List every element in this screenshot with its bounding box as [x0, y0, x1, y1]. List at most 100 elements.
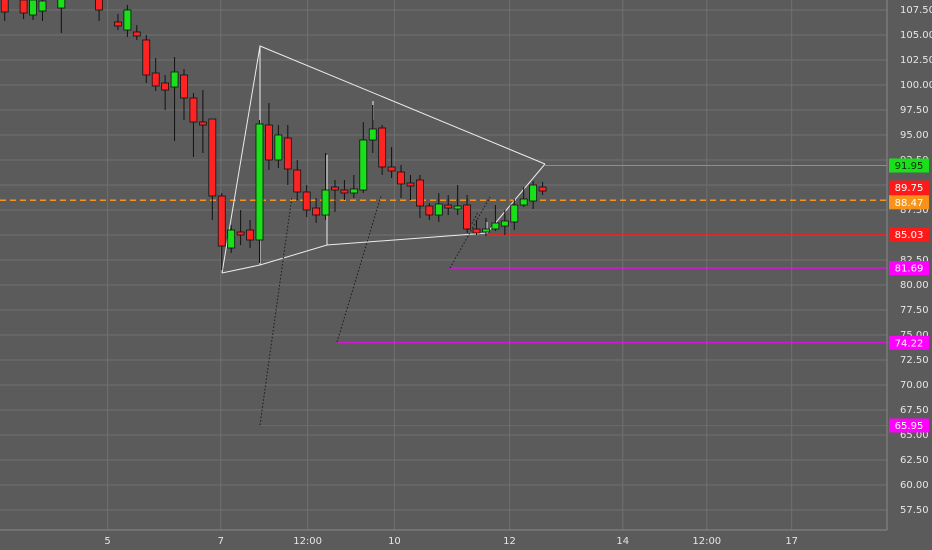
y-tick-label: 67.50 [900, 405, 929, 416]
candle-body [425, 205, 434, 216]
y-tick-label: 80.00 [900, 280, 929, 291]
y-tick-label: 77.50 [900, 305, 929, 316]
price-badge-label: 85.03 [895, 230, 924, 241]
candle-body [510, 204, 519, 223]
candle-body [29, 0, 37, 16]
price-badge [889, 180, 929, 195]
projection [336, 195, 382, 343]
price-badge [889, 418, 929, 433]
projection-lines [259, 195, 491, 426]
x-tick-label: 12 [503, 536, 516, 547]
candle-body [312, 207, 321, 216]
candle-body [463, 204, 471, 230]
candle-body [538, 186, 547, 192]
candle-body [378, 127, 387, 168]
candle-body [57, 0, 66, 9]
candle-body [444, 204, 453, 209]
price-badge-label: 65.95 [895, 421, 924, 432]
candle-body [38, 0, 47, 12]
candle-body [170, 71, 179, 88]
y-tick-label: 95.00 [900, 130, 929, 141]
candles [0, 0, 547, 270]
x-tick-label: 10 [388, 536, 401, 547]
candle-body [236, 231, 245, 236]
candle-body [208, 118, 217, 197]
y-tick-label: 57.50 [900, 505, 929, 516]
candle-body [227, 229, 236, 249]
candle-body [406, 182, 415, 187]
candle-body [19, 0, 28, 14]
price-badge [889, 261, 929, 276]
y-tick-label: 107.50 [900, 5, 932, 16]
candle-body [161, 82, 170, 91]
projection [466, 211, 479, 234]
x-tick-label: 17 [785, 536, 798, 547]
candle-body [331, 186, 339, 191]
candle-body [114, 21, 122, 27]
candle-body [359, 139, 368, 191]
candle-body [500, 220, 509, 227]
candle-body [491, 222, 500, 230]
candle-body [397, 171, 405, 185]
y-tick-label: 72.50 [900, 355, 929, 366]
candle-body [246, 229, 254, 241]
candle-body [482, 228, 490, 233]
candle-body [472, 228, 481, 234]
y-tick-label: 100.00 [900, 80, 932, 91]
price-badge-label: 91.95 [895, 161, 924, 172]
candle-body [151, 72, 160, 87]
price-badge-label: 88.47 [895, 198, 924, 209]
candle-body [123, 9, 132, 31]
candle-body [519, 198, 528, 206]
price-badge [889, 195, 929, 210]
candle-body [529, 184, 538, 202]
x-tick-label: 5 [104, 536, 110, 547]
candle-body [368, 128, 377, 141]
y-tick-label: 105.00 [900, 30, 932, 41]
projection [449, 196, 491, 269]
candle-body [180, 74, 188, 99]
y-tick-label: 75.00 [900, 330, 929, 341]
y-tick-label: 102.50 [900, 55, 932, 66]
y-tick-label: 70.00 [900, 380, 929, 391]
candle-body [265, 124, 273, 161]
grid [0, 0, 887, 530]
candle-body [274, 134, 283, 161]
candle-body [132, 31, 141, 37]
candle-body [416, 179, 424, 207]
candle-body [340, 189, 349, 194]
y-tick-label: 60.00 [900, 480, 929, 491]
candle-body [217, 195, 226, 247]
y-tick-label: 82.50 [900, 255, 929, 266]
y-tick-label: 65.00 [900, 430, 929, 441]
x-tick-label: 7 [218, 536, 224, 547]
y-tick-label: 62.50 [900, 455, 929, 466]
candle-body [293, 169, 302, 193]
candle-body [321, 189, 330, 216]
candle-body [434, 203, 443, 216]
candle-body [198, 121, 207, 126]
x-tick-label: 12:00 [692, 536, 721, 547]
price-badge-label: 89.75 [895, 183, 924, 194]
projection [259, 195, 293, 426]
x-tick-label: 12:00 [293, 536, 322, 547]
y-tick-label: 87.50 [900, 205, 929, 216]
price-badge [889, 335, 929, 350]
candle-body [255, 123, 264, 241]
candle-body [302, 191, 311, 211]
price-badge-label: 74.22 [895, 338, 924, 349]
candle-body [349, 188, 358, 194]
axes: 57.50 60.00 62.50 65.00 67.50 70.00 72.50 75.00… [104, 5, 932, 547]
candle-body [387, 166, 396, 172]
price-badge [889, 158, 929, 173]
candle-body [453, 205, 462, 210]
candle-body [142, 39, 151, 76]
candle-body [95, 0, 103, 11]
price-badge [889, 227, 929, 242]
levels [0, 165, 887, 426]
candle-body [189, 97, 198, 123]
candle-body [283, 137, 292, 170]
y-tick-label: 97.50 [900, 105, 929, 116]
